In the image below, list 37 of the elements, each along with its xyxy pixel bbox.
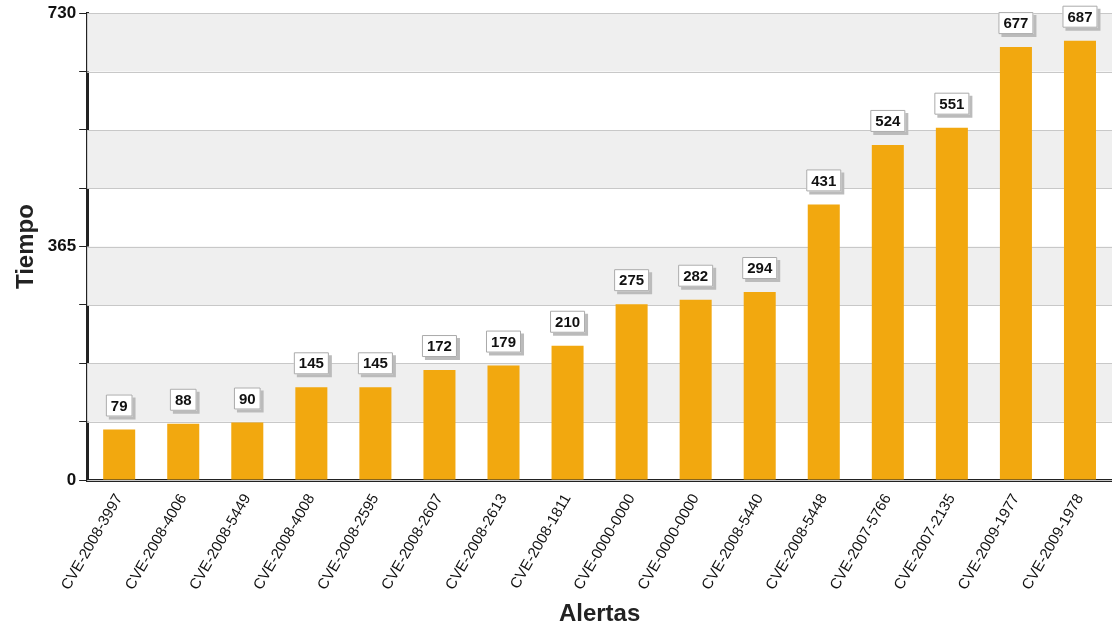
bar xyxy=(231,422,264,480)
data-label: 145 xyxy=(362,354,388,372)
data-label: 282 xyxy=(683,266,709,284)
data-label: 145 xyxy=(298,354,324,372)
data-label: 172 xyxy=(426,337,452,355)
bar xyxy=(295,387,328,480)
y-tick-label: 0 xyxy=(66,469,77,489)
bar xyxy=(743,292,776,480)
data-label: 294 xyxy=(747,259,773,277)
data-label: 677 xyxy=(1003,14,1029,32)
bar xyxy=(935,127,968,480)
bar xyxy=(615,304,648,480)
y-tick-label: 365 xyxy=(47,236,77,256)
data-label: 687 xyxy=(1067,7,1093,25)
bar xyxy=(167,423,200,480)
bar xyxy=(999,47,1032,480)
y-tick-label: 730 xyxy=(47,2,77,22)
bar xyxy=(1063,40,1096,480)
bar xyxy=(871,144,904,480)
data-label: 210 xyxy=(555,312,581,330)
bar xyxy=(359,387,392,480)
bar xyxy=(551,345,584,480)
data-label: 524 xyxy=(875,112,901,130)
bar xyxy=(679,299,712,480)
data-label: 88 xyxy=(174,390,192,408)
bar xyxy=(807,204,840,480)
x-axis-title: Alertas xyxy=(558,599,641,627)
data-label: 179 xyxy=(490,332,517,350)
data-label: 551 xyxy=(939,94,965,112)
bar xyxy=(423,370,456,480)
y-axis-title: Tiempo xyxy=(11,204,39,290)
bar xyxy=(487,365,520,480)
data-label: 90 xyxy=(238,389,256,407)
bar xyxy=(103,429,136,480)
data-label: 431 xyxy=(811,171,837,189)
data-label: 275 xyxy=(619,271,645,289)
data-label: 79 xyxy=(110,396,128,414)
